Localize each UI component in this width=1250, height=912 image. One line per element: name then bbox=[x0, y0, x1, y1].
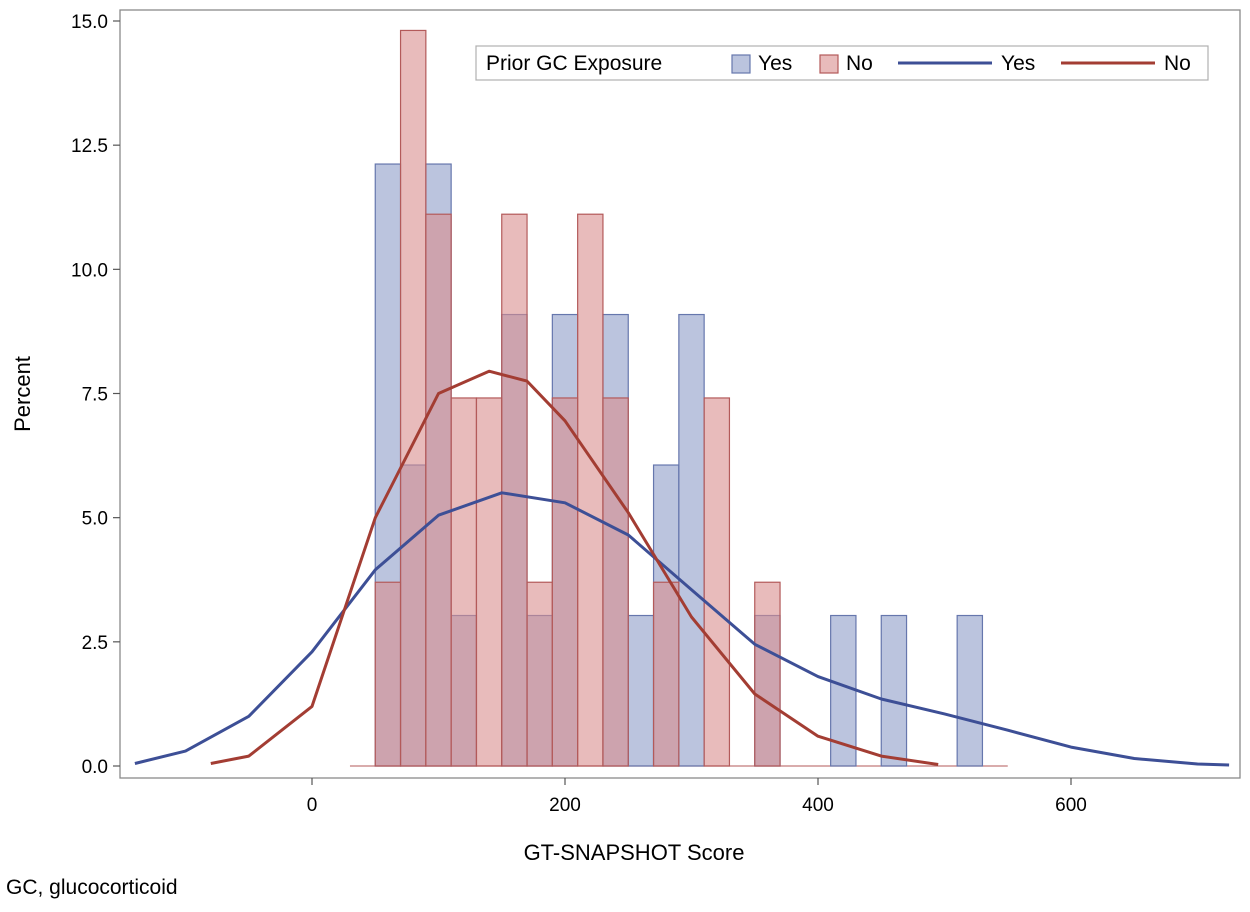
x-axis-title: GT-SNAPSHOT Score bbox=[524, 840, 745, 865]
density-curve-yes bbox=[134, 491, 1230, 767]
legend-label-yes-bar: Yes bbox=[758, 52, 792, 75]
histogram-bar-yes bbox=[678, 313, 705, 767]
x-tick-label: 0 bbox=[307, 795, 318, 816]
histogram-bar-no bbox=[399, 29, 427, 767]
density-curve-no bbox=[210, 369, 939, 766]
histogram-bar-no bbox=[551, 397, 579, 767]
histogram-bar-no bbox=[754, 581, 781, 767]
y-tick-label: 10.0 bbox=[71, 260, 108, 281]
histogram-bar-no bbox=[450, 397, 478, 767]
legend-swatch-yes bbox=[731, 54, 751, 74]
x-tick-label: 400 bbox=[802, 795, 834, 816]
histogram-bar-no bbox=[526, 581, 553, 767]
histogram-bar-no bbox=[577, 213, 604, 767]
y-axis-title: Percent bbox=[10, 356, 35, 432]
y-tick-label: 5.0 bbox=[82, 509, 108, 530]
y-tick-label: 12.5 bbox=[71, 136, 108, 157]
x-tick-label: 200 bbox=[549, 795, 581, 816]
y-tick-label: 2.5 bbox=[82, 633, 108, 654]
legend-label-no-line: No bbox=[1164, 52, 1191, 75]
y-tick-label: 0.0 bbox=[82, 757, 108, 778]
histogram-bar-no bbox=[425, 213, 452, 767]
legend-title: Prior GC Exposure bbox=[486, 52, 662, 75]
histogram-bar-yes bbox=[627, 614, 655, 767]
histogram-bar-no bbox=[374, 581, 402, 767]
histogram-bar-no bbox=[652, 581, 680, 767]
legend-swatch-no bbox=[819, 54, 839, 74]
footnote: GC, glucocorticoid bbox=[6, 876, 178, 899]
histogram-bar-yes bbox=[880, 614, 908, 767]
histogram-bar-no bbox=[602, 397, 629, 767]
histogram-bar-no bbox=[501, 213, 528, 767]
histogram-bar-no bbox=[703, 397, 731, 767]
y-tick-label: 15.0 bbox=[71, 12, 108, 33]
legend-label-yes-line: Yes bbox=[1001, 52, 1035, 75]
histogram-bar-yes bbox=[956, 614, 984, 767]
x-tick-label: 600 bbox=[1055, 795, 1087, 816]
histogram-bar-no bbox=[475, 397, 503, 767]
legend-label-no-bar: No bbox=[846, 52, 873, 75]
y-tick-label: 7.5 bbox=[82, 385, 108, 406]
